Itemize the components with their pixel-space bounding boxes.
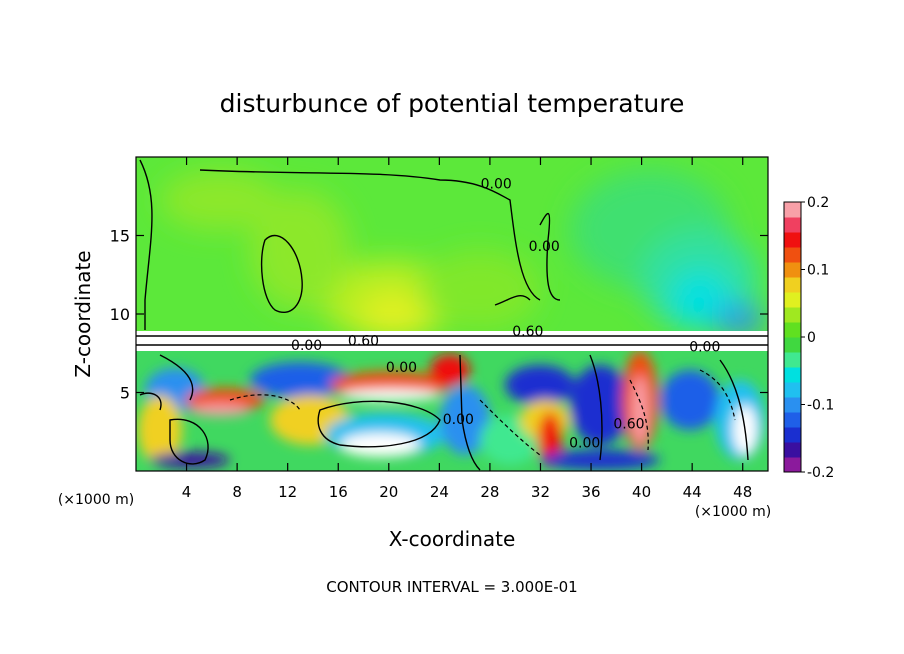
- x-tick-label: 36: [581, 483, 600, 501]
- contour-label: 0.60: [613, 417, 644, 433]
- colorbar-segment: [784, 412, 801, 428]
- colorbar-segment: [784, 367, 801, 383]
- colorbar-segment: [784, 382, 801, 398]
- colorbar-segment: [784, 217, 801, 233]
- colorbar-segment: [784, 202, 801, 218]
- colorbar-segment: [784, 427, 801, 443]
- x-tick-label: 40: [632, 483, 651, 501]
- field-upper-blobs: [160, 170, 765, 340]
- colorbar-segment: [784, 247, 801, 263]
- y-tick-label: 10: [110, 305, 130, 324]
- colorbar-segment: [784, 292, 801, 308]
- contour-label: 0.00: [569, 435, 600, 451]
- contour-label: 0.00: [443, 412, 474, 428]
- colorbar: [783, 201, 802, 473]
- contour-labels: 0.00 0.00 0.60 0.60 0.00 0.00 0.00 0.00 0.60 0.00: [291, 176, 720, 451]
- colorbar-segment: [784, 337, 801, 353]
- y-tick-label: 15: [110, 227, 130, 246]
- colorbar-tick-label: -0.1: [807, 398, 834, 414]
- contour-label: 0.00: [689, 340, 720, 356]
- y-ticks: 5 10 15: [110, 227, 768, 403]
- colorbar-tick-label: 0.2: [807, 195, 829, 211]
- contour-label: 0.60: [348, 333, 379, 349]
- x-tick-label: 24: [430, 483, 449, 501]
- colorbar-tick-label: 0.1: [807, 263, 829, 279]
- colorbar-segment: [784, 442, 801, 458]
- colorbar-segment: [784, 457, 801, 473]
- colorbar-segment: [784, 322, 801, 338]
- x-unit-label-right: (×1000 m): [695, 504, 771, 520]
- x-tick-label: 12: [278, 483, 297, 501]
- colorbar-segment: [784, 352, 801, 368]
- colorbar-tick-label: 0: [807, 330, 816, 346]
- contour-lines-dashed: [229, 369, 736, 456]
- contour-label: 0.00: [291, 338, 322, 354]
- mid-white-band: [136, 331, 768, 351]
- contour-lines: [136, 159, 768, 471]
- colorbar-segment: [784, 232, 801, 248]
- colorbar-segment: [784, 277, 801, 293]
- colorbar-tick-label: -0.2: [807, 465, 834, 481]
- x-unit-label-left: (×1000 m): [58, 492, 134, 508]
- colorbar-segment: [784, 397, 801, 413]
- contour-label: 0.00: [529, 239, 560, 255]
- chart-title: disturbunce of potential temperature: [220, 89, 685, 118]
- colorbar-ticks: 0.2 0.1 0 -0.1 -0.2: [801, 195, 834, 481]
- contour-label: 0.60: [512, 324, 543, 340]
- x-tick-label: 4: [182, 483, 192, 501]
- contour-label: 0.00: [386, 360, 417, 376]
- x-tick-label: 48: [733, 483, 752, 501]
- contour-label: 0.00: [481, 176, 512, 192]
- x-tick-label: 16: [329, 483, 348, 501]
- x-axis-label: X-coordinate: [389, 527, 516, 551]
- y-tick-label: 5: [120, 384, 130, 403]
- x-tick-label: 8: [232, 483, 242, 501]
- x-ticks: 4 8 12 16 20 24 28 32 36 40 44 48: [182, 157, 752, 501]
- colorbar-segment: [784, 307, 801, 323]
- contour-interval-note: CONTOUR INTERVAL = 3.000E-01: [326, 578, 577, 596]
- colorbar-segment: [784, 262, 801, 278]
- y-axis-label: Z-coordinate: [71, 250, 95, 377]
- field-lower-blobs: [138, 350, 765, 470]
- x-tick-label: 28: [480, 483, 499, 501]
- x-tick-label: 32: [531, 483, 550, 501]
- x-tick-label: 20: [379, 483, 398, 501]
- plot-area: 0.00 0.00 0.60 0.60 0.00 0.00 0.00 0.00 0.60 0.00: [136, 157, 768, 471]
- x-tick-label: 44: [683, 483, 702, 501]
